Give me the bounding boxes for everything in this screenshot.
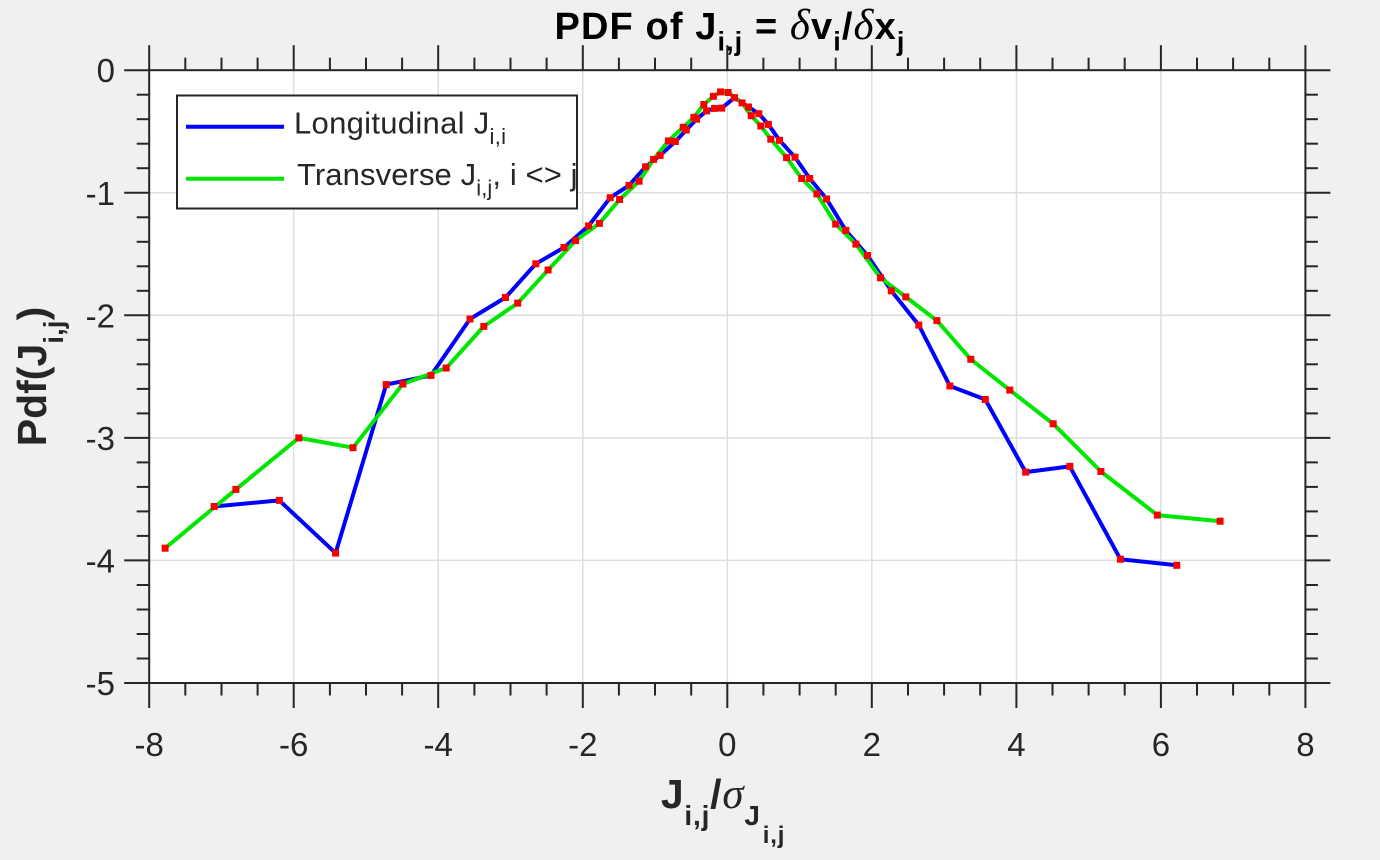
svg-text:-6: -6	[279, 726, 308, 763]
svg-text:-2: -2	[86, 297, 115, 334]
svg-text:-4: -4	[424, 726, 453, 763]
svg-text:0: 0	[97, 52, 115, 89]
svg-text:-5: -5	[86, 665, 115, 702]
svg-text:-8: -8	[135, 726, 164, 763]
svg-text:2: 2	[863, 726, 881, 763]
svg-text:-3: -3	[86, 420, 115, 457]
svg-text:PDF of Ji,j = δvi/δxj: PDF of Ji,j = δvi/δxj	[555, 2, 906, 57]
svg-text:-2: -2	[568, 726, 597, 763]
svg-text:0: 0	[718, 726, 736, 763]
svg-text:4: 4	[1007, 726, 1025, 763]
svg-text:6: 6	[1152, 726, 1170, 763]
svg-text:-4: -4	[86, 542, 115, 579]
svg-text:-1: -1	[86, 175, 115, 212]
svg-text:8: 8	[1296, 726, 1314, 763]
